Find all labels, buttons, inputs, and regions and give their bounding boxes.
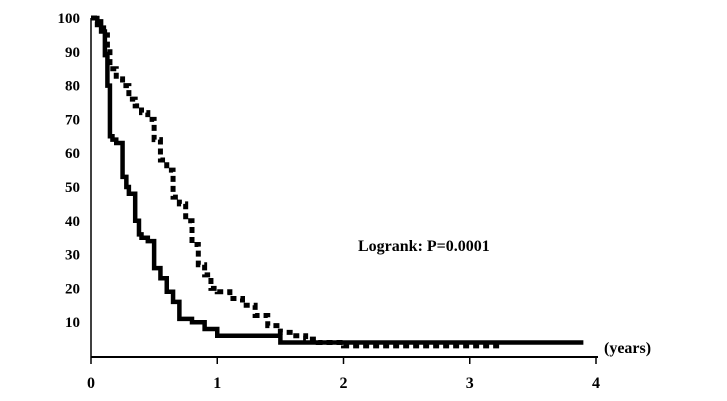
x-tick-label: 4 <box>592 375 600 392</box>
x-tick-label: 2 <box>340 375 348 392</box>
series-group <box>91 15 584 349</box>
solid-survival-line <box>91 15 584 345</box>
x-tick-label: 3 <box>466 375 474 392</box>
y-tick-label: 100 <box>58 11 81 27</box>
x-tick-label: 1 <box>213 375 221 392</box>
y-axis-ticks: 10 20 30 40 50 60 70 80 90 100 <box>58 11 81 331</box>
y-tick-label: 20 <box>65 281 80 297</box>
y-tick-label: 90 <box>65 45 80 61</box>
x-tick-label: 0 <box>87 375 95 392</box>
x-unit-label: (years) <box>604 340 651 357</box>
y-tick-label: 10 <box>65 315 80 331</box>
y-tick-label: 30 <box>65 248 80 264</box>
x-axis-ticks: 0 1 2 3 4 <box>87 357 600 392</box>
y-tick-label: 80 <box>65 79 80 95</box>
y-tick-label: 70 <box>65 112 80 128</box>
y-tick-label: 60 <box>65 146 80 162</box>
y-tick-label: 40 <box>65 214 80 230</box>
dashed-survival-line <box>91 15 502 349</box>
logrank-annotation: Logrank: P=0.0001 <box>358 238 490 255</box>
y-tick-label: 50 <box>65 180 80 196</box>
